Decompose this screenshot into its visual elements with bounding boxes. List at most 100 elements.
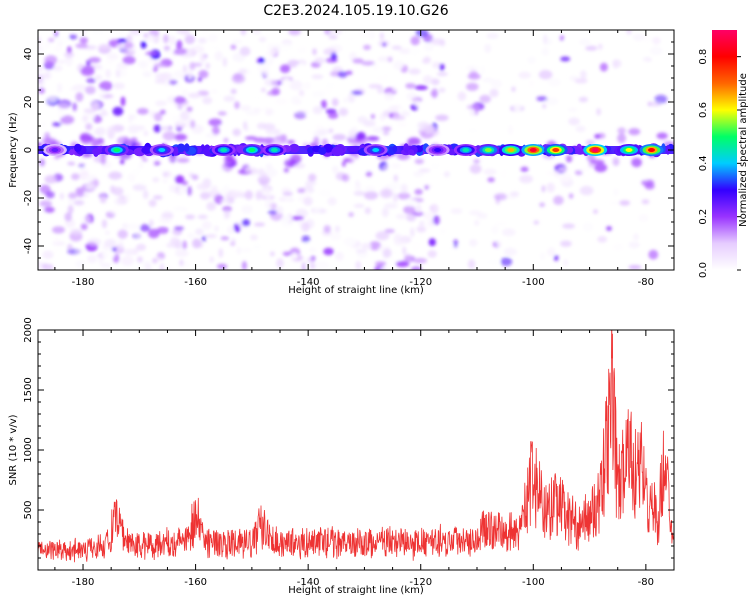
spectrogram-cell xyxy=(297,46,308,54)
spectrogram-cell xyxy=(306,126,312,135)
spectrogram-cell xyxy=(436,71,448,77)
spectrogram-cell xyxy=(124,192,131,203)
band-cell xyxy=(184,143,190,152)
spectrogram-cell xyxy=(597,236,608,243)
spectrogram-cell xyxy=(156,226,169,234)
spectrogram-cell xyxy=(70,228,83,236)
spectrogram-cell xyxy=(490,225,499,235)
spectrogram-cell xyxy=(279,64,291,73)
spectrogram-cell xyxy=(201,221,212,230)
spectrogram-cell xyxy=(416,204,422,214)
y-tick-label: 0 xyxy=(23,147,34,153)
spectrogram-cell xyxy=(392,115,406,121)
spectrogram-cell xyxy=(384,91,395,101)
spectrogram-cell xyxy=(53,45,64,52)
spectrogram-cell xyxy=(410,36,420,46)
spectrogram-cell xyxy=(169,35,176,46)
spectrogram-cell xyxy=(345,37,355,42)
spectrogram-cell xyxy=(370,113,375,120)
spectrogram-cell xyxy=(198,70,209,79)
spectrogram-cell xyxy=(51,247,63,253)
spectrogram-cell xyxy=(47,95,57,102)
spectrogram-cell xyxy=(180,260,192,269)
spectrogram-cell xyxy=(208,118,223,127)
spectrogram-cell xyxy=(107,194,116,199)
spectrogram-cell xyxy=(95,126,106,136)
spectrogram-cell xyxy=(91,30,105,37)
band-cell xyxy=(141,146,152,154)
spectrogram-cell xyxy=(649,46,663,56)
colorbar-tick-label: 0.6 xyxy=(698,102,709,118)
spectrogram-cell xyxy=(372,126,384,133)
spectrogram-cell xyxy=(338,107,349,117)
spectrogram-cell xyxy=(87,238,101,247)
spectrogram-cell xyxy=(400,183,408,194)
spectrogram-cell xyxy=(187,186,192,196)
band-peak xyxy=(462,148,470,152)
spectrogram-cell xyxy=(585,45,598,51)
spectrogram-cell xyxy=(347,93,356,103)
spectrogram-cell xyxy=(377,56,391,62)
spectrogram-cell xyxy=(148,199,157,207)
y-tick-label: 2000 xyxy=(23,317,34,342)
spectrogram-cell xyxy=(406,92,418,101)
spectrogram-cell xyxy=(578,38,591,46)
spectrogram-cell xyxy=(220,236,230,241)
spectrogram-cell xyxy=(343,237,357,247)
spectrogram-cell xyxy=(538,70,553,80)
figure-title: C2E3.2024.105.19.10.G26 xyxy=(263,3,448,19)
spectrogram-cell xyxy=(513,102,522,113)
snr-line-group xyxy=(38,330,674,563)
spectrogram-cell xyxy=(126,139,132,148)
spectrogram-cell xyxy=(85,59,91,67)
spectrogram-cell xyxy=(430,161,441,171)
spectrogram-cell xyxy=(355,260,362,270)
spectrogram-cell xyxy=(138,161,144,169)
spectrogram-cell xyxy=(67,46,72,54)
spectrogram-cell xyxy=(117,229,128,239)
spectrogram-cell xyxy=(58,59,66,64)
spectrogram-cell xyxy=(409,47,422,57)
spectrogram-cell xyxy=(414,188,423,195)
spectrogram-cell xyxy=(234,101,240,110)
x-tick-label: -160 xyxy=(184,277,207,288)
spectrogram-cell xyxy=(189,61,196,71)
spectrogram-cell xyxy=(364,207,371,215)
spectrogram-cell xyxy=(104,239,117,248)
spectrogram-cell xyxy=(644,182,655,190)
spectrogram-cell xyxy=(114,197,125,206)
spectrogram-cell xyxy=(539,202,545,208)
spectrogram-cell xyxy=(38,87,45,94)
spectrogram-cell xyxy=(173,70,186,78)
spectrogram-cell xyxy=(205,234,217,239)
spectrogram-cell xyxy=(391,45,402,50)
spectrogram-cell xyxy=(94,214,104,221)
spectrogram-cell xyxy=(289,80,303,91)
spectrogram-cell xyxy=(264,71,274,76)
spectrogram-cell xyxy=(199,53,206,63)
spectrogram-cell xyxy=(314,124,324,130)
spectrogram-cell xyxy=(410,266,422,270)
spectrogram-cell xyxy=(81,30,87,36)
spectrogram-cell xyxy=(559,35,565,42)
spectrogram-cell xyxy=(85,123,93,131)
spectrogram-cell xyxy=(404,199,418,207)
band-cell xyxy=(173,146,179,156)
spectrogram-cell xyxy=(518,71,531,79)
spectrogram-cell xyxy=(647,101,652,107)
spectrogram-cell xyxy=(97,43,111,51)
spectrogram-cell xyxy=(191,45,205,54)
spectrogram-cell xyxy=(166,95,176,104)
spectrogram-cell xyxy=(42,250,54,259)
spectrogram-cell xyxy=(465,65,479,71)
spectrogram-cell xyxy=(539,252,546,261)
band-cell xyxy=(68,149,75,156)
spectrogram-cell xyxy=(486,33,499,39)
spectrogram-cell xyxy=(418,168,431,173)
spectrogram-cell xyxy=(301,235,311,243)
spectrogram-cell xyxy=(511,86,516,92)
x-tick-label: -140 xyxy=(297,577,320,588)
spectrogram-cell xyxy=(414,100,420,108)
spectrogram-cell xyxy=(154,79,166,84)
spectrogram-cell xyxy=(396,121,408,128)
